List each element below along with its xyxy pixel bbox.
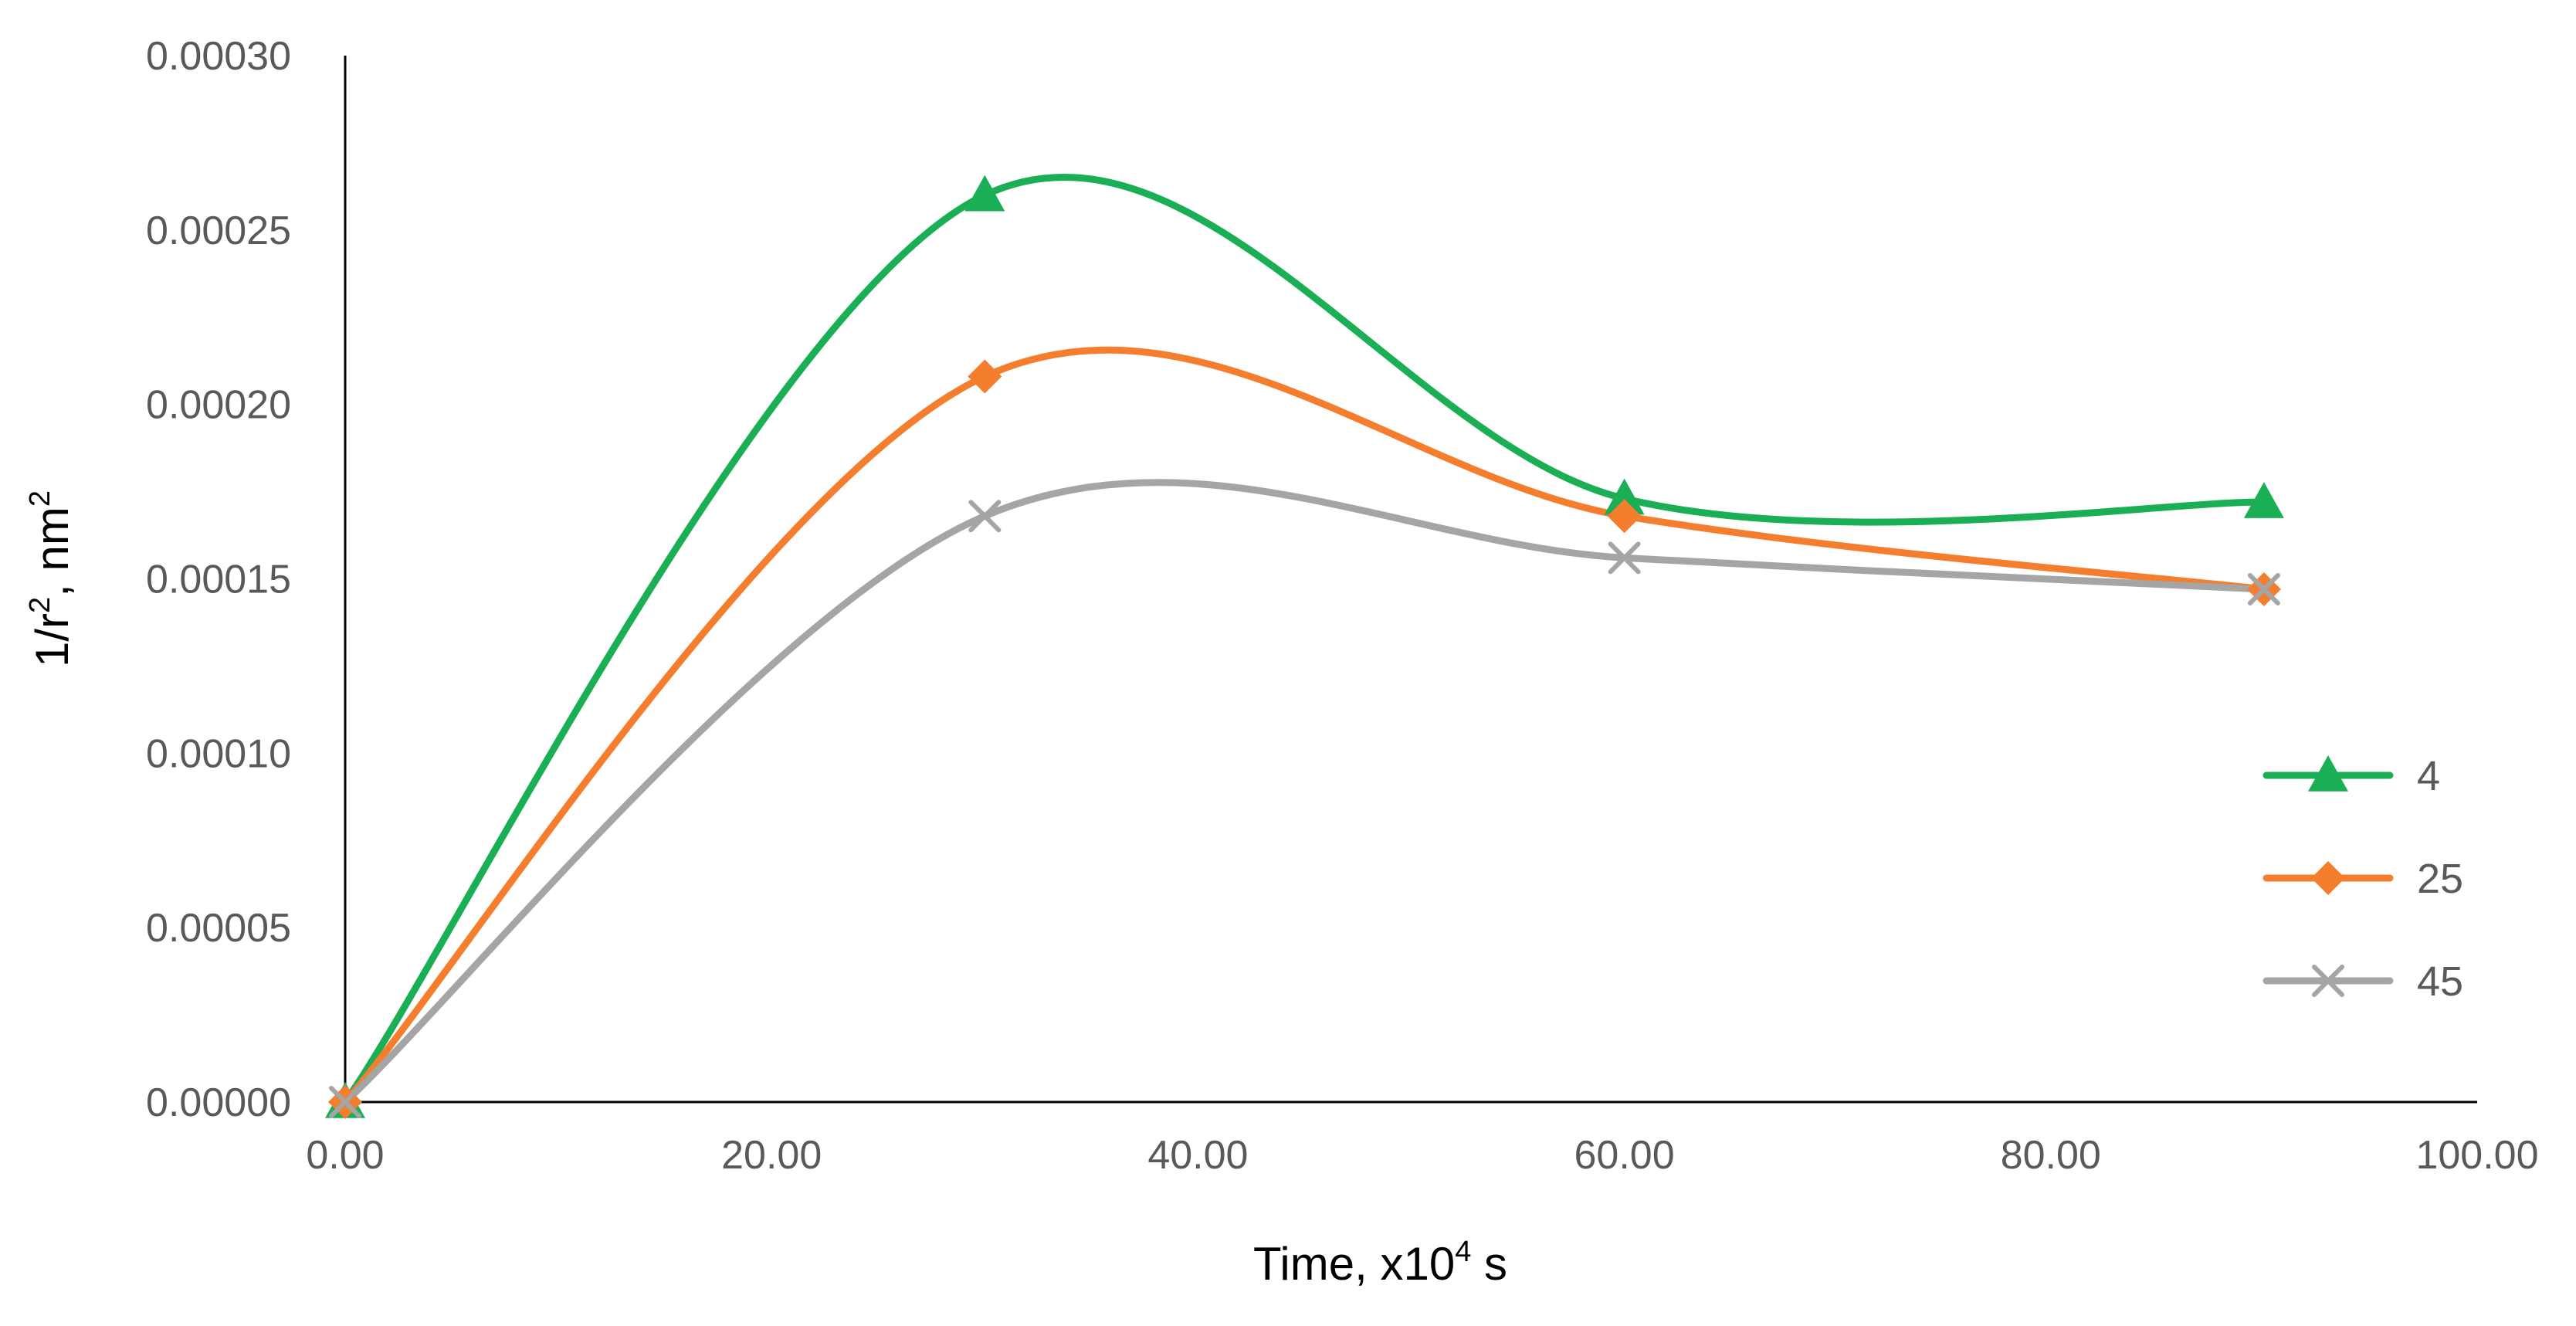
x-axis-title: Time, x104 s: [1253, 1236, 1507, 1290]
y-tick-label: 0.00000: [146, 1080, 291, 1125]
legend-marker: [2311, 861, 2345, 895]
legend-label: 4: [2417, 753, 2440, 799]
x-axis-title-text: Time, x10: [1253, 1238, 1455, 1290]
legend-label: 25: [2417, 856, 2463, 902]
marker-4: [1604, 478, 1645, 515]
legend-marker: [2312, 965, 2344, 997]
series-markers: [325, 175, 2284, 1119]
x-tick-label: 60.00: [1574, 1133, 1675, 1178]
marker-45: [329, 1086, 361, 1118]
x-tick-label: 40.00: [1147, 1133, 1248, 1178]
marker-4: [2243, 482, 2284, 518]
marker-25: [1607, 499, 1642, 534]
y-tick-label: 0.00025: [146, 209, 291, 253]
marker-45: [968, 500, 1002, 533]
series-line-45: [341, 479, 2268, 1106]
y-tick-label: 0.00005: [146, 906, 291, 951]
x-axis-title-suffix: s: [1471, 1238, 1507, 1290]
series-lines: [341, 173, 2268, 1106]
marker-4: [964, 175, 1005, 212]
x-axis-title-sup: 4: [1455, 1236, 1471, 1268]
marker-45: [1608, 541, 1641, 575]
y-axis-title-sup: 2: [24, 597, 56, 613]
y-axis-title-text: 1/r: [26, 613, 78, 667]
series-line-4: [341, 173, 2268, 1106]
legend-item-25: 25: [2262, 856, 2463, 902]
legend: 4 25 45: [2262, 753, 2463, 1005]
y-tick-label: 0.00010: [146, 731, 291, 776]
legend-item-4: 4: [2262, 753, 2440, 799]
x-tick-label: 0.00: [306, 1133, 384, 1178]
y-axis-title-sup2: 2: [24, 490, 56, 507]
legend-item-45: 45: [2262, 958, 2463, 1005]
y-tick-labels: 0.00000 0.00005 0.00010 0.00015 0.00020 0.000…: [146, 34, 291, 1125]
legend-marker: [2308, 755, 2348, 792]
y-axis-title-mid: , nm: [26, 507, 78, 597]
marker-45: [2247, 573, 2280, 606]
x-tick-label: 80.00: [2001, 1133, 2101, 1178]
axes: [344, 56, 2477, 1104]
x-tick-label: 100.00: [2415, 1133, 2538, 1178]
x-tick-labels: 0.00 20.00 40.00 60.00 80.00 100.00: [306, 1133, 2538, 1178]
series-line-25: [341, 346, 2268, 1106]
y-axis-title: 1/r2, nm2: [24, 490, 78, 667]
y-tick-label: 0.00030: [146, 34, 291, 79]
legend-label: 45: [2417, 958, 2463, 1005]
y-tick-label: 0.00015: [146, 558, 291, 602]
y-tick-label: 0.00020: [146, 383, 291, 428]
marker-25: [968, 359, 1002, 394]
x-tick-label: 20.00: [721, 1133, 822, 1178]
